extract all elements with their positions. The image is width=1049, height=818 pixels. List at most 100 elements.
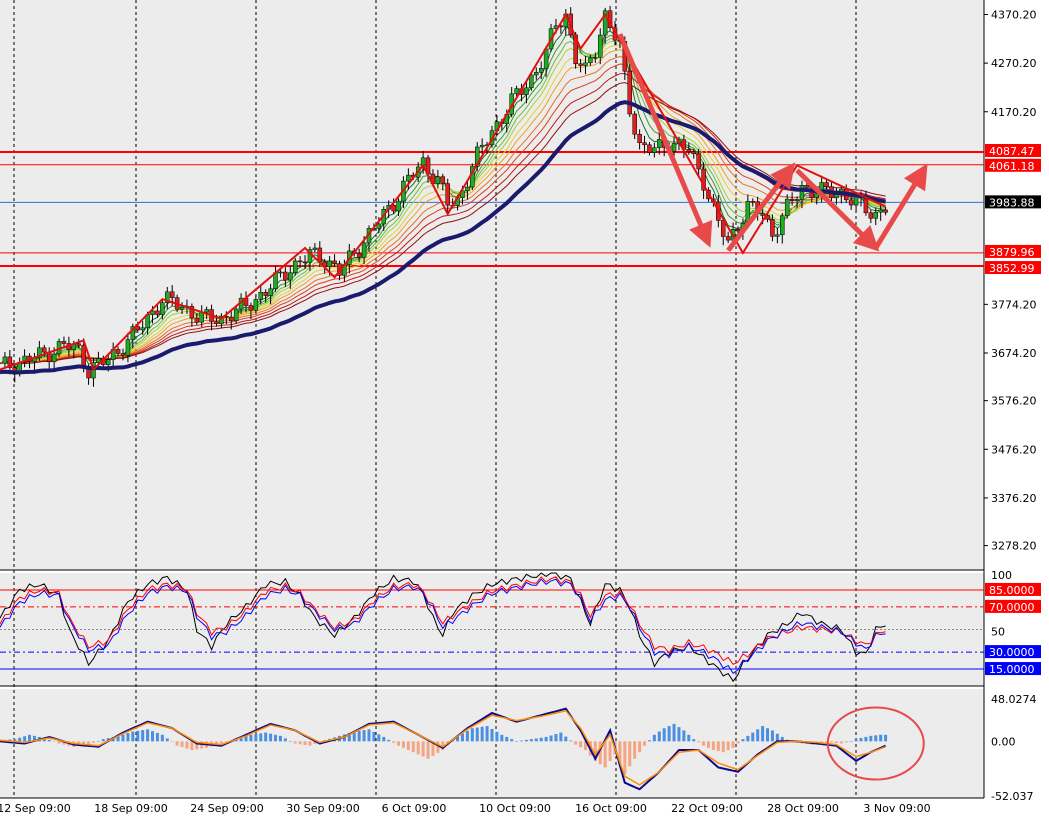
candle-body[interactable] (691, 151, 696, 154)
candle-body[interactable] (312, 247, 318, 250)
candle-body[interactable] (214, 321, 219, 324)
candle-body[interactable] (248, 305, 254, 311)
candle-body[interactable] (878, 209, 883, 213)
candle-body[interactable] (396, 200, 401, 212)
candle-body[interactable] (883, 209, 888, 213)
candle-body[interactable] (853, 196, 859, 206)
candle-body[interactable] (824, 182, 829, 187)
candle-body[interactable] (873, 211, 879, 219)
candle-body[interactable] (474, 146, 480, 167)
candle-body[interactable] (465, 186, 470, 191)
candle-body[interactable] (804, 185, 810, 188)
candle-body[interactable] (105, 359, 111, 365)
candle-body[interactable] (440, 176, 446, 184)
candle-body[interactable] (268, 288, 273, 296)
candle-body[interactable] (735, 229, 741, 232)
candle-body[interactable] (361, 242, 367, 258)
candle-body[interactable] (22, 355, 27, 363)
candle-body[interactable] (160, 302, 165, 315)
candle-body[interactable] (435, 176, 441, 184)
candle-body[interactable] (219, 315, 224, 324)
candle-body[interactable] (868, 212, 874, 219)
candle-body[interactable] (302, 261, 308, 264)
candle-body[interactable] (2, 356, 8, 364)
candle-body[interactable] (597, 34, 603, 58)
candle-body[interactable] (794, 199, 800, 202)
candle-body[interactable] (165, 291, 170, 303)
candle-body[interactable] (637, 133, 642, 143)
candle-body[interactable] (578, 63, 583, 66)
candle-body[interactable] (179, 306, 185, 310)
candle-body[interactable] (189, 306, 195, 319)
candle-body[interactable] (529, 74, 534, 89)
candle-body[interactable] (42, 347, 47, 353)
candle-body[interactable] (278, 271, 283, 274)
candle-body[interactable] (784, 198, 790, 217)
candle-body[interactable] (253, 299, 259, 311)
candle-body[interactable] (332, 260, 337, 264)
candle-body[interactable] (696, 153, 701, 170)
candle-body[interactable] (263, 291, 268, 296)
candle-body[interactable] (593, 57, 598, 59)
candle-body[interactable] (642, 142, 647, 146)
candle-body[interactable] (524, 87, 529, 95)
candle-body[interactable] (233, 308, 239, 322)
candle-body[interactable] (799, 185, 805, 200)
candle-body[interactable] (538, 67, 544, 73)
candle-body[interactable] (283, 271, 288, 281)
candle-body[interactable] (155, 310, 160, 315)
candle-body[interactable] (61, 341, 67, 344)
candle-body[interactable] (125, 339, 131, 356)
candle-body[interactable] (647, 144, 652, 153)
candle-body[interactable] (863, 197, 869, 214)
candle-body[interactable] (327, 260, 332, 268)
candle-body[interactable] (356, 253, 362, 258)
candle-body[interactable] (479, 144, 485, 148)
candle-body[interactable] (37, 347, 42, 359)
candle-body[interactable] (848, 199, 854, 206)
candle-body[interactable] (204, 309, 209, 313)
candle-body[interactable] (130, 326, 136, 340)
candle-body[interactable] (686, 149, 692, 153)
candle-body[interactable] (834, 194, 839, 199)
candle-body[interactable] (583, 62, 588, 66)
candle-body[interactable] (135, 326, 141, 331)
candle-body[interactable] (406, 174, 411, 182)
candle-body[interactable] (775, 234, 780, 237)
price-panel[interactable] (0, 5, 928, 387)
candle-body[interactable] (627, 70, 633, 115)
candle-body[interactable] (770, 219, 775, 237)
candle-body[interactable] (120, 353, 126, 356)
candle-body[interactable] (194, 317, 200, 323)
candle-body[interactable] (292, 260, 298, 274)
stochastic-panel[interactable] (0, 572, 984, 683)
candle-body[interactable] (288, 272, 293, 281)
candle-body[interactable] (652, 147, 657, 153)
candle-body[interactable] (725, 236, 731, 241)
candle-body[interactable] (96, 358, 101, 363)
candle-body[interactable] (750, 201, 756, 203)
macd-panel[interactable] (0, 706, 925, 791)
candle-body[interactable] (671, 143, 677, 152)
candle-body[interactable] (602, 10, 608, 36)
candle-body[interactable] (376, 223, 382, 229)
candle-body[interactable] (657, 139, 662, 148)
candle-body[interactable] (297, 260, 303, 263)
candle-body[interactable] (7, 356, 13, 368)
candle-body[interactable] (632, 113, 637, 135)
candle-body[interactable] (760, 213, 765, 216)
candle-body[interactable] (150, 310, 155, 315)
candle-body[interactable] (140, 327, 145, 331)
candle-body[interactable] (76, 343, 81, 346)
candle-body[interactable] (81, 344, 86, 368)
candle-body[interactable] (169, 291, 175, 298)
candle-body[interactable] (228, 316, 234, 322)
candle-body[interactable] (514, 88, 519, 95)
candle-body[interactable] (588, 57, 593, 64)
candle-body[interactable] (445, 183, 450, 206)
candle-body[interactable] (115, 349, 121, 354)
candle-body[interactable] (258, 291, 264, 300)
candle-body[interactable] (789, 198, 795, 202)
candle-body[interactable] (780, 215, 785, 236)
candle-body[interactable] (51, 353, 57, 363)
